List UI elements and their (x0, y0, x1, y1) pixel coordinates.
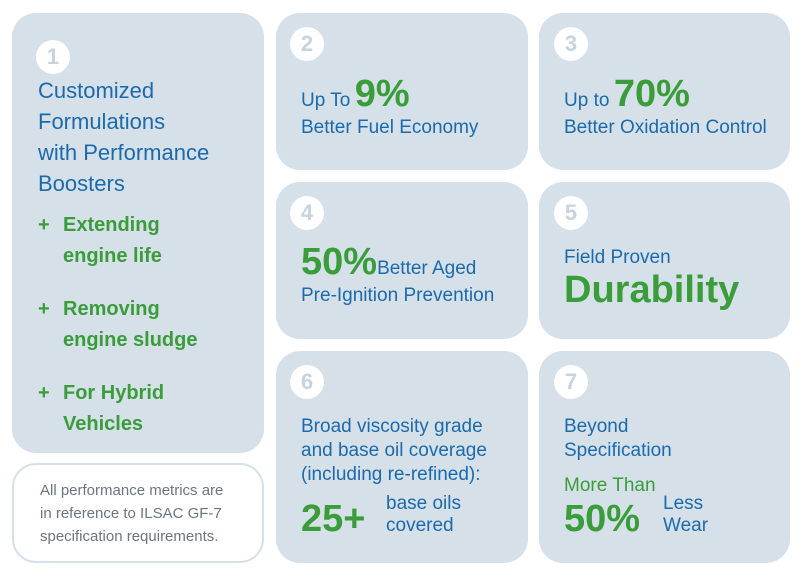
card1-title: Customized Formulations with Performance… (38, 75, 209, 199)
card7-side-line: Wear (663, 515, 709, 536)
bullet-line: engine life (63, 245, 162, 267)
card7-side-text: Less Wear (663, 493, 708, 537)
card5-big-value: Durability (564, 269, 740, 311)
card7-more-than: More Than (564, 475, 656, 496)
card3-headline: Up to 70% (564, 75, 690, 113)
card2-big-value: 9% (354, 73, 410, 115)
feature-card-fuel-economy: 2 Up To 9% Better Fuel Economy (276, 13, 528, 170)
number-badge-5: 5 (554, 196, 588, 230)
card6-side-text: base oils covered (386, 493, 461, 537)
card3-big-value: 70% (613, 73, 690, 115)
feature-card-formulations: 1 Customized Formulations with Performan… (12, 13, 264, 453)
footnote-line: specification requirements. (40, 528, 219, 545)
card3-subtitle: Better Oxidation Control (564, 117, 767, 138)
feature-card-durability: 5 Field Proven Durability (539, 182, 790, 339)
bullet-line: Removing (63, 298, 160, 320)
card1-title-line: Customized (38, 78, 155, 103)
bullet-line: engine sludge (63, 329, 198, 351)
card1-title-line: Formulations (38, 109, 166, 134)
bullet-removing-engine-sludge: + Removing engine sludge (38, 294, 197, 356)
card6-big-value: 25+ (301, 498, 366, 540)
bullet-line: Extending (63, 214, 160, 236)
footnote-box: All performance metrics are in reference… (12, 463, 264, 563)
card2-prefix: Up To (301, 90, 351, 111)
card6-line: and base oil coverage (301, 440, 487, 461)
bullet-line: Vehicles (63, 413, 144, 435)
card7-line: Beyond (564, 416, 629, 437)
feature-card-viscosity-coverage: 6 Broad viscosity grade and base oil cov… (276, 351, 528, 563)
bullet-line: For Hybrid (63, 382, 165, 404)
card6-side-line: base oils (386, 493, 461, 514)
card7-big-value: 50% (564, 498, 641, 540)
card7-side-line: Less (663, 493, 704, 514)
feature-card-oxidation-control: 3 Up to 70% Better Oxidation Control (539, 13, 790, 170)
feature-card-less-wear: 7 Beyond Specification More Than 50% Les… (539, 351, 790, 563)
number-badge-1: 1 (36, 40, 70, 74)
card4-subtitle: Pre-Ignition Prevention (301, 285, 495, 306)
card3-prefix: Up to (564, 90, 610, 111)
card4-big-value: 50% (301, 241, 378, 283)
footnote-line: in reference to ILSAC GF-7 (40, 505, 222, 522)
footnote-text: All performance metrics are in reference… (40, 479, 223, 548)
bullet-extending-engine-life: + Extending engine life (38, 210, 162, 272)
number-badge-6: 6 (290, 365, 324, 399)
card7-description: Beyond Specification (564, 415, 672, 463)
number-badge-4: 4 (290, 196, 324, 230)
card1-title-line: with Performance (38, 140, 210, 165)
plus-icon: + (38, 298, 50, 320)
card2-headline: Up To 9% (301, 75, 410, 113)
card1-title-line: Boosters (38, 171, 125, 196)
feature-card-pre-ignition: 4 50%Better Aged Pre-Ignition Prevention (276, 182, 528, 339)
number-badge-7: 7 (554, 365, 588, 399)
plus-icon: + (38, 382, 50, 404)
card5-subtitle: Field Proven (564, 247, 671, 268)
number-badge-2: 2 (290, 27, 324, 61)
card6-side-line: covered (386, 515, 454, 536)
card7-line: Specification (564, 440, 672, 461)
plus-icon: + (38, 214, 50, 236)
card6-description: Broad viscosity grade and base oil cover… (301, 415, 487, 487)
bullet-for-hybrid-vehicles: + For Hybrid Vehicles (38, 378, 164, 440)
card4-suffix: Better Aged (377, 258, 477, 279)
footnote-line: All performance metrics are (40, 482, 224, 499)
number-badge-3: 3 (554, 27, 588, 61)
card2-subtitle: Better Fuel Economy (301, 117, 479, 138)
card6-line: Broad viscosity grade (301, 416, 483, 437)
card4-headline: 50%Better Aged (301, 243, 476, 281)
card6-line: (including re-refined): (301, 464, 481, 485)
